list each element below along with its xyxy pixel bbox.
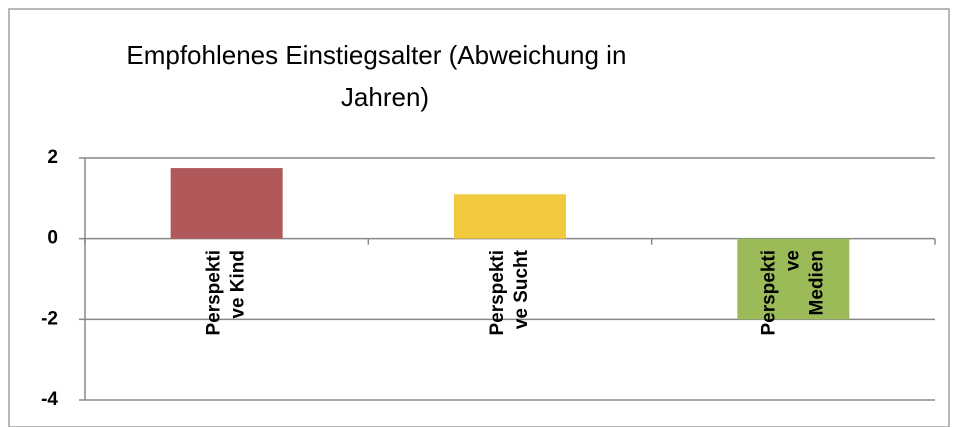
y-tick-label: 0: [47, 228, 58, 249]
y-tick-label: -2: [41, 308, 58, 329]
x-tick-label: Perspekti ve Medien: [758, 250, 827, 336]
y-tick-label: 2: [47, 147, 58, 168]
bar: [170, 168, 283, 239]
bar: [454, 194, 566, 239]
chart-title: Empfohlenes Einstiegsalter (Abweichung i…: [126, 40, 633, 112]
x-tick-label: Perspekti ve Kind: [204, 250, 249, 336]
x-tick-label: Perspekti ve Sucht: [487, 249, 532, 335]
y-tick-label: -4: [41, 389, 58, 410]
bar: [737, 238, 850, 320]
